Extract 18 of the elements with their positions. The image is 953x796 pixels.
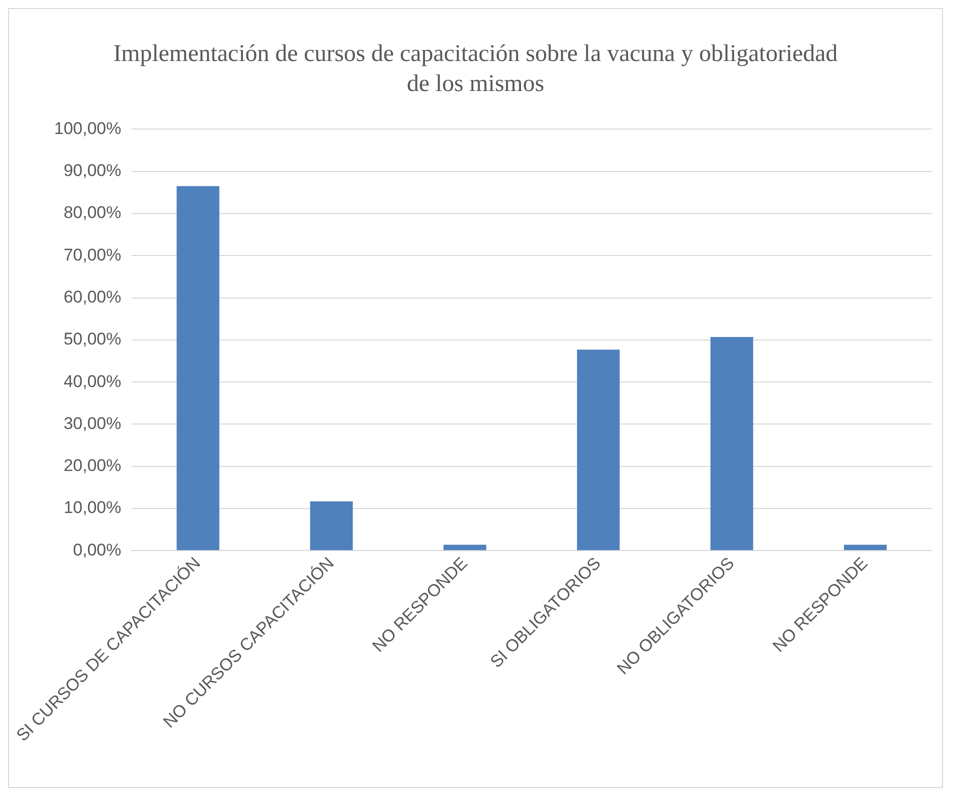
y-tick-label: 60,00%	[64, 287, 122, 306]
bar	[310, 501, 353, 550]
y-tick-label: 80,00%	[64, 203, 122, 222]
y-tick-label: 30,00%	[64, 414, 122, 433]
y-tick-label: 70,00%	[64, 245, 122, 264]
chart-title: Implementación de cursos de capacitación sobre la vacuna y obligatoriedad de los mismos	[112, 40, 839, 99]
y-tick-label: 10,00%	[64, 498, 122, 518]
bar	[710, 336, 754, 550]
bar	[844, 544, 887, 550]
y-tick-label: 50,00%	[64, 330, 122, 349]
y-tick-label: 40,00%	[64, 372, 122, 391]
bar	[176, 186, 220, 550]
y-tick-label: 90,00%	[64, 161, 122, 180]
y-tick-label: 0,00%	[73, 540, 122, 560]
bar	[577, 350, 620, 550]
y-tick-label: 100,00%	[54, 118, 122, 138]
bar	[444, 544, 486, 550]
y-tick-label: 20,00%	[64, 456, 122, 476]
